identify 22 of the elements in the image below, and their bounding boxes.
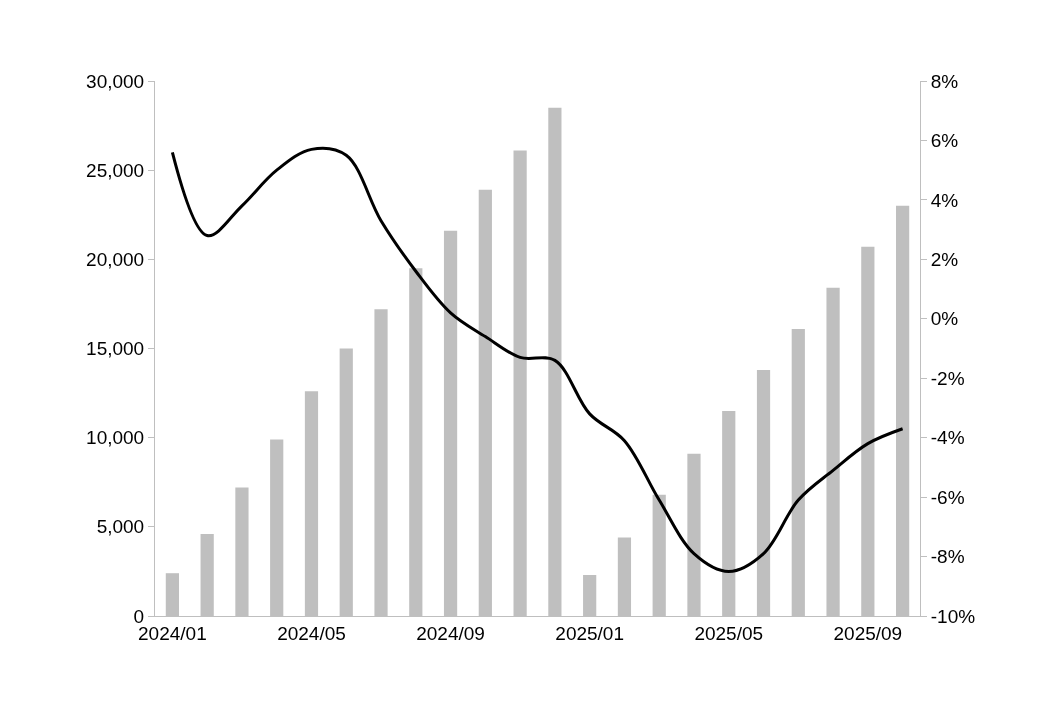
y2-tick-label: -4% [930, 427, 965, 449]
y-tick-label: 30,000 [86, 70, 145, 92]
line-series [170, 146, 905, 573]
x-tick-label: 2025/05 [694, 622, 764, 644]
y2-tick-label: 0% [930, 308, 959, 330]
y-tick-label: 10,000 [86, 427, 145, 449]
y-tick-label: 25,000 [86, 159, 145, 181]
y2-tick-label: 2% [930, 248, 959, 270]
y2-tick-label: -2% [930, 367, 965, 389]
y2-tick-label: 4% [930, 189, 959, 211]
y2-tick-label: 8% [930, 70, 959, 92]
y2-tick-label: 6% [930, 130, 959, 152]
x-tick-label: 2024/09 [416, 622, 485, 644]
x-tick-label: 2025/09 [833, 622, 903, 644]
y2-tick-label: -10% [930, 605, 976, 627]
y2-tick-label: -6% [930, 486, 965, 508]
y-tick-label: 15,000 [86, 338, 145, 360]
y-tick-label: 20,000 [86, 248, 145, 270]
y-tick-label: 5,000 [96, 516, 145, 538]
x-tick-label: 2024/05 [277, 622, 346, 644]
y2-tick-label: -8% [930, 546, 965, 568]
x-tick-label: 2025/01 [555, 622, 624, 644]
